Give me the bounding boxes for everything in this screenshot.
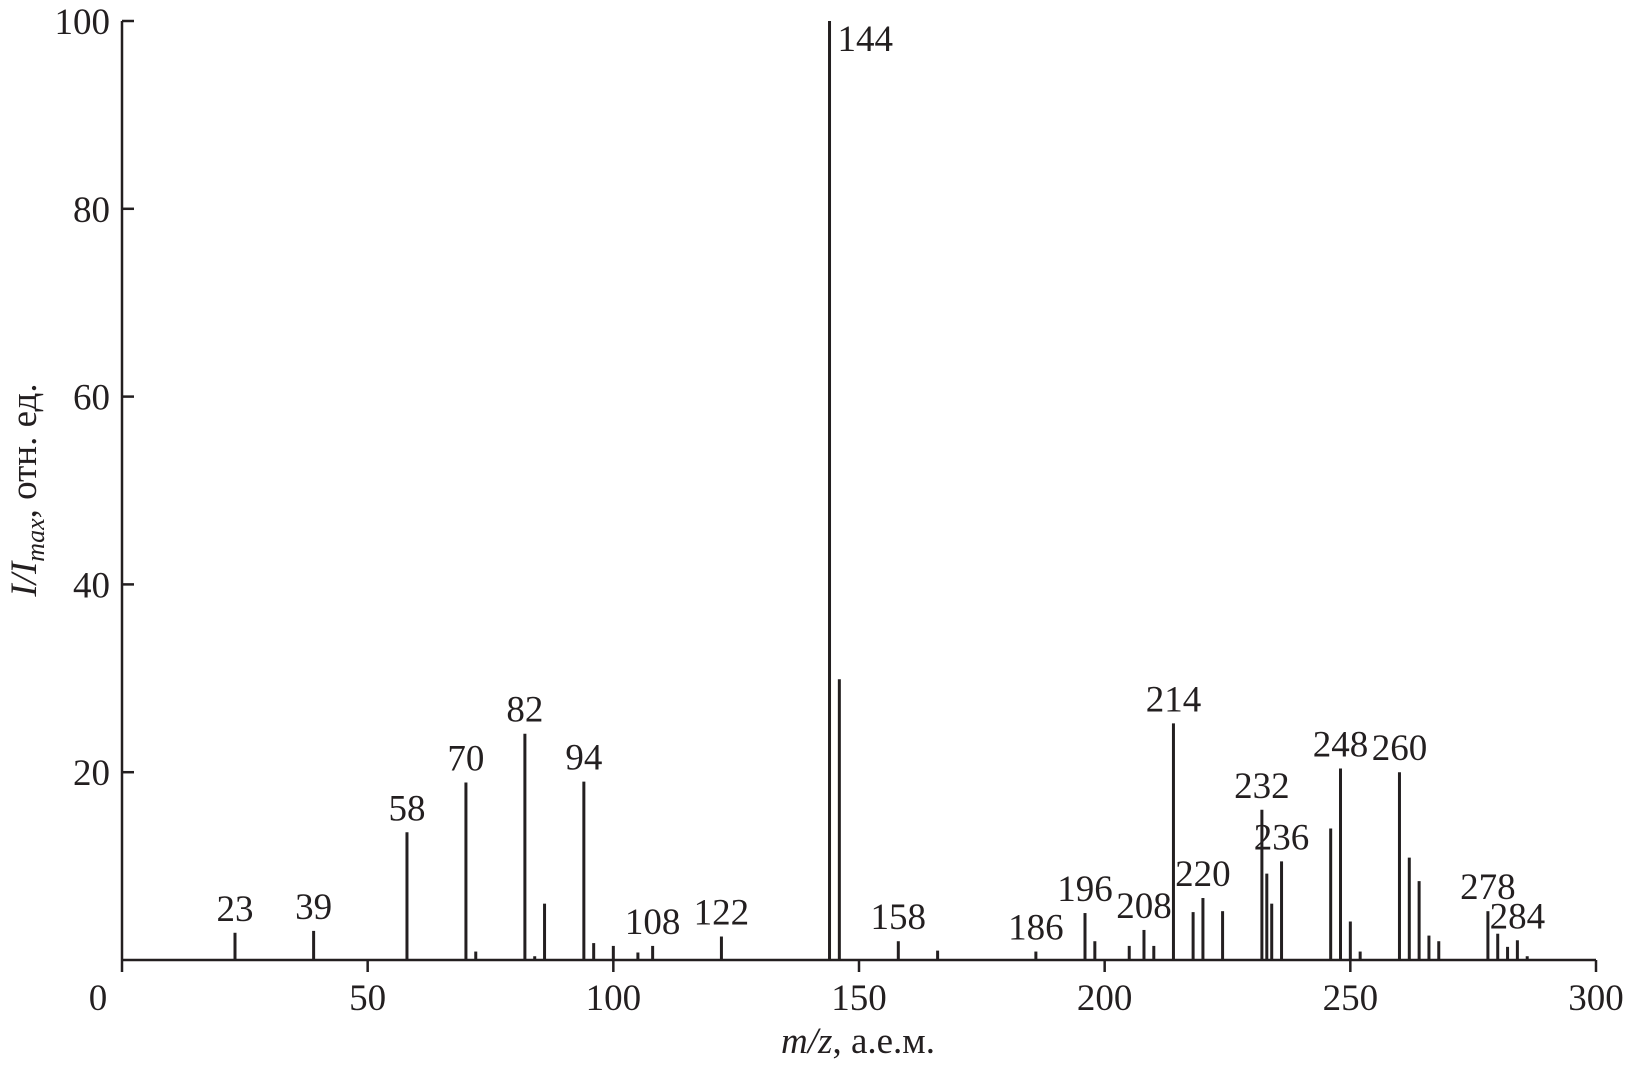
x-label-main: m/z <box>781 1021 832 1062</box>
peak-label: 196 <box>1057 869 1113 910</box>
peak-label: 232 <box>1234 766 1290 807</box>
peak-label: 248 <box>1313 724 1369 765</box>
peak-label: 144 <box>838 19 894 60</box>
peak-label: 260 <box>1372 728 1428 769</box>
peak-label: 186 <box>1008 908 1064 949</box>
peak-label: 39 <box>295 887 332 928</box>
y-tick-label: 20 <box>73 753 110 794</box>
x-tick-label: 300 <box>1568 978 1624 1019</box>
peak-label: 94 <box>565 738 602 779</box>
y-label-main: I/I <box>4 560 45 598</box>
x-axis-label: m/z, а.е.м. <box>781 1021 935 1062</box>
x-tick-label: 100 <box>586 978 642 1019</box>
y-label-sub: max <box>21 518 50 562</box>
peak-label: 278 <box>1460 867 1516 908</box>
peak-label: 284 <box>1490 896 1546 937</box>
peak-label: 70 <box>447 739 484 780</box>
peak-label: 82 <box>506 690 543 731</box>
peak-label: 208 <box>1116 886 1172 927</box>
x-tick-label: 200 <box>1077 978 1133 1019</box>
peak-label: 158 <box>871 897 927 938</box>
x-tick-label: 250 <box>1323 978 1379 1019</box>
x-tick-label: 50 <box>349 978 386 1019</box>
peak-label: 236 <box>1254 817 1310 858</box>
x-tick-label: 0 <box>89 978 108 1019</box>
x-label-unit: , а.е.м. <box>832 1021 935 1062</box>
peak-label: 23 <box>217 889 254 930</box>
peak-label: 220 <box>1175 854 1231 895</box>
y-tick-label: 40 <box>73 565 110 606</box>
y-tick-label: 100 <box>55 2 111 43</box>
peak-label: 58 <box>388 788 425 829</box>
y-tick-label: 60 <box>73 378 110 419</box>
y-label-unit: , отн. ед. <box>4 383 45 518</box>
x-tick-label: 150 <box>831 978 887 1019</box>
y-tick-label: 80 <box>73 190 110 231</box>
peak-label: 214 <box>1146 679 1202 720</box>
peak-label: 108 <box>625 902 681 943</box>
peak-label: 122 <box>694 893 750 934</box>
y-axis-label: I/Imax, отн. ед. <box>4 383 50 597</box>
